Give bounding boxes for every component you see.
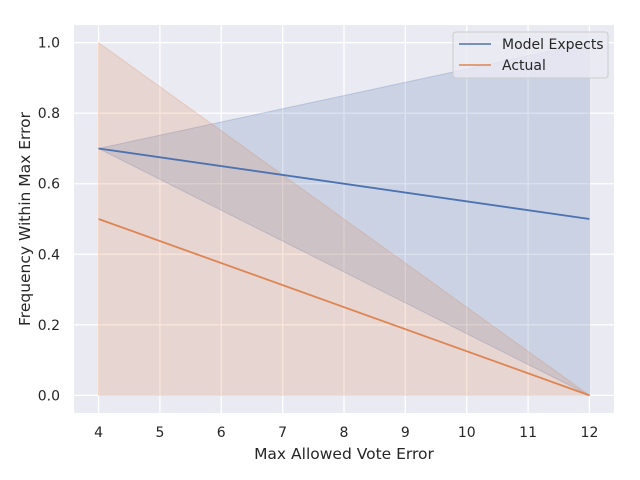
y-tick-label: 0.6	[38, 177, 60, 193]
grid	[74, 25, 614, 413]
x-tick-label: 11	[519, 425, 537, 441]
x-tick-label: 12	[581, 425, 599, 441]
y-tick-label: 0.0	[38, 388, 60, 404]
y-tick-label: 1.0	[38, 36, 60, 52]
x-tick-label: 7	[278, 425, 287, 441]
y-tick-label: 0.2	[38, 318, 60, 334]
series-lines	[98, 147, 590, 397]
y-tick-label: 0.4	[38, 247, 60, 263]
x-tick-label: 10	[458, 425, 476, 441]
x-tick-labels: 4 5 6 7 8 9 10 11 12	[94, 425, 598, 441]
legend-label-actual: Actual	[502, 58, 546, 74]
x-tick-label: 8	[340, 425, 349, 441]
x-tick-label: 6	[217, 425, 226, 441]
y-axis-label: Frequency Within Max Error	[16, 111, 34, 326]
legend-label-model-expects: Model Expects	[502, 37, 604, 53]
y-tick-label: 0.8	[38, 106, 60, 122]
x-tick-label: 5	[155, 425, 164, 441]
line-actual	[98, 218, 590, 397]
x-axis-label: Max Allowed Vote Error	[254, 445, 434, 463]
legend: Model Expects Actual	[452, 31, 609, 79]
y-tick-labels: 0.0 0.2 0.4 0.6 0.8 1.0	[38, 36, 60, 405]
line-model-expects	[98, 147, 590, 220]
legend-box	[452, 31, 609, 79]
confidence-bands	[97, 41, 592, 397]
x-tick-label: 4	[94, 425, 103, 441]
x-tick-label: 9	[401, 425, 410, 441]
